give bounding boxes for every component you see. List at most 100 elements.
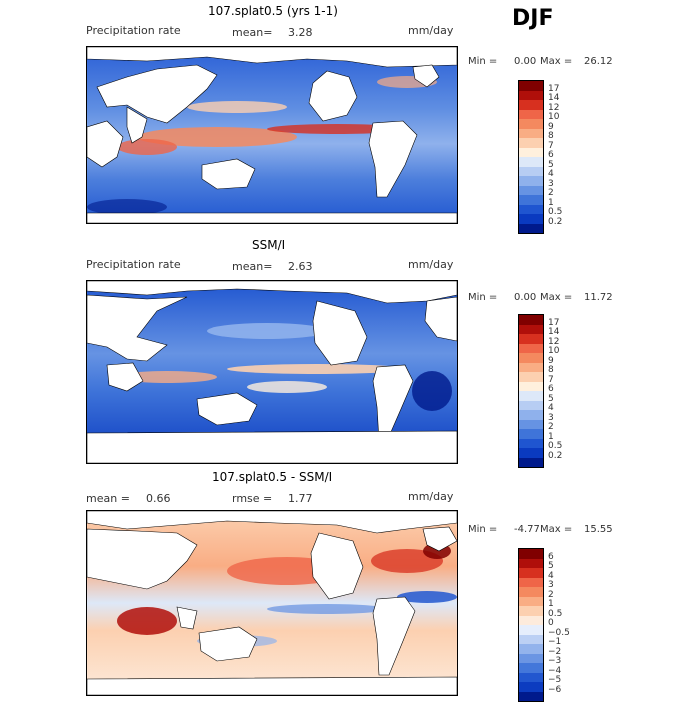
panel-1-units: mm/day xyxy=(408,24,454,37)
colorbar-swatch xyxy=(519,334,543,344)
colorbar-swatch xyxy=(519,119,543,129)
panel-1-max-value: 26.12 xyxy=(584,56,613,67)
colorbar-tick-label: 6 xyxy=(548,551,554,562)
panel-2-max-label: Max = xyxy=(540,292,573,303)
colorbar-tick-label: −2 xyxy=(548,646,562,657)
colorbar-swatch xyxy=(519,381,543,391)
colorbar-swatch xyxy=(519,410,543,420)
rain-band xyxy=(117,139,177,155)
panel-1-min-value: 0.00 xyxy=(514,56,537,67)
continents xyxy=(87,47,457,223)
colorbar-swatch xyxy=(519,448,543,458)
panel-3-rmse-label: rmse = xyxy=(232,492,273,505)
colorbar-tick-label: 4 xyxy=(548,403,554,413)
colorbar-swatch xyxy=(519,100,543,110)
colorbar-tick-label: 0.5 xyxy=(548,608,563,619)
colorbar-swatch xyxy=(519,157,543,167)
colorbar-swatch xyxy=(519,362,543,372)
colorbar-swatch xyxy=(519,214,543,224)
colorbar-tick-label: 6 xyxy=(548,150,554,160)
colorbar-swatch xyxy=(519,596,543,606)
panel-2-max-value: 11.72 xyxy=(584,292,613,303)
storm-track xyxy=(187,101,287,113)
colorbar-swatch xyxy=(519,644,543,654)
colorbar-tick-label: 7 xyxy=(548,374,554,385)
panel-2-mean-value: 2.63 xyxy=(288,260,313,273)
colorbar-tick-label: 7 xyxy=(548,140,554,151)
colorbar-swatch xyxy=(519,558,543,568)
panel-3-max-value: 15.55 xyxy=(584,524,613,535)
colorbar-swatch xyxy=(519,372,543,382)
colorbar-tick-label: 0 xyxy=(548,618,554,628)
colorbar-tick-label: 9 xyxy=(548,355,554,366)
panel-1-map xyxy=(86,46,458,224)
colorbar-swatch xyxy=(519,147,543,157)
panel-3-colorbar xyxy=(518,548,544,702)
colorbar-tick-label: 12 xyxy=(548,336,560,347)
panel-1-max-label: Max = xyxy=(540,56,573,67)
negative-anomaly xyxy=(267,604,387,614)
colorbar-swatch xyxy=(519,138,543,148)
colorbar-tick-label: −4 xyxy=(548,665,562,676)
colorbar-swatch xyxy=(519,128,543,138)
panel-3-mean-value: 0.66 xyxy=(146,492,171,505)
panel-2-variable-label: Precipitation rate xyxy=(86,258,181,271)
colorbar-tick-label: 17 xyxy=(548,83,560,94)
colorbar-tick-label: 5 xyxy=(548,393,554,404)
panel-1-min-label: Min = xyxy=(468,56,498,67)
colorbar-swatch xyxy=(519,223,543,233)
colorbar-swatch xyxy=(519,672,543,682)
continents xyxy=(87,281,457,463)
panel-2-title: SSM/I xyxy=(252,238,286,252)
colorbar-tick-label: 6 xyxy=(548,384,554,394)
colorbar-tick-label: 2 xyxy=(548,589,554,600)
colorbar-tick-label: −1 xyxy=(548,637,562,647)
colorbar-swatch xyxy=(519,682,543,692)
spcz-band xyxy=(247,381,327,393)
panel-1-mean-label: mean= xyxy=(232,26,273,39)
colorbar-tick-label: 0.2 xyxy=(548,450,563,461)
colorbar-swatch xyxy=(519,204,543,214)
panel-1-mean-value: 3.28 xyxy=(288,26,313,39)
colorbar-swatch xyxy=(519,90,543,100)
colorbar-swatch xyxy=(519,653,543,663)
colorbar-tick-label: 10 xyxy=(548,346,560,356)
colorbar-tick-label: 14 xyxy=(548,327,560,337)
dry-zone xyxy=(87,199,167,215)
colorbar-swatch xyxy=(519,176,543,186)
colorbar-swatch xyxy=(519,568,543,578)
colorbar-tick-label: 10 xyxy=(548,112,560,122)
colorbar-tick-label: −3 xyxy=(548,656,562,666)
season-title: DJF xyxy=(512,6,554,31)
panel-3-min-label: Min = xyxy=(468,524,498,535)
panel-3-rmse-value: 1.77 xyxy=(288,492,313,505)
colorbar-tick-label: 1 xyxy=(548,197,554,208)
colorbar-swatch xyxy=(519,691,543,701)
dry-zone xyxy=(412,371,452,411)
colorbar-swatch xyxy=(519,587,543,597)
colorbar-tick-label: 0.5 xyxy=(548,207,563,217)
colorbar-tick-label: 3 xyxy=(548,580,554,590)
colorbar-swatch xyxy=(519,353,543,363)
negative-anomaly xyxy=(397,591,457,603)
panel-3-units: mm/day xyxy=(408,490,454,503)
colorbar-tick-label: 8 xyxy=(548,365,554,375)
colorbar-swatch xyxy=(519,391,543,401)
colorbar-tick-label: 0.2 xyxy=(548,216,563,227)
colorbar-tick-label: 4 xyxy=(548,570,554,581)
colorbar-tick-label: 8 xyxy=(548,131,554,141)
colorbar-swatch xyxy=(519,324,543,334)
panel-3-map xyxy=(86,510,458,696)
colorbar-tick-label: 1 xyxy=(548,599,554,609)
colorbar-tick-label: 5 xyxy=(548,561,554,571)
colorbar-tick-label: 2 xyxy=(548,422,554,432)
panel-2-mean-label: mean= xyxy=(232,260,273,273)
colorbar-tick-label: 14 xyxy=(548,93,560,103)
colorbar-swatch xyxy=(519,429,543,439)
panel-3-title: 107.splat0.5 - SSM/I xyxy=(212,470,333,484)
colorbar-swatch xyxy=(519,343,543,353)
panel-2-units: mm/day xyxy=(408,258,454,271)
colorbar-swatch xyxy=(519,185,543,195)
colorbar-tick-label: 3 xyxy=(548,412,554,423)
colorbar-swatch xyxy=(519,195,543,205)
